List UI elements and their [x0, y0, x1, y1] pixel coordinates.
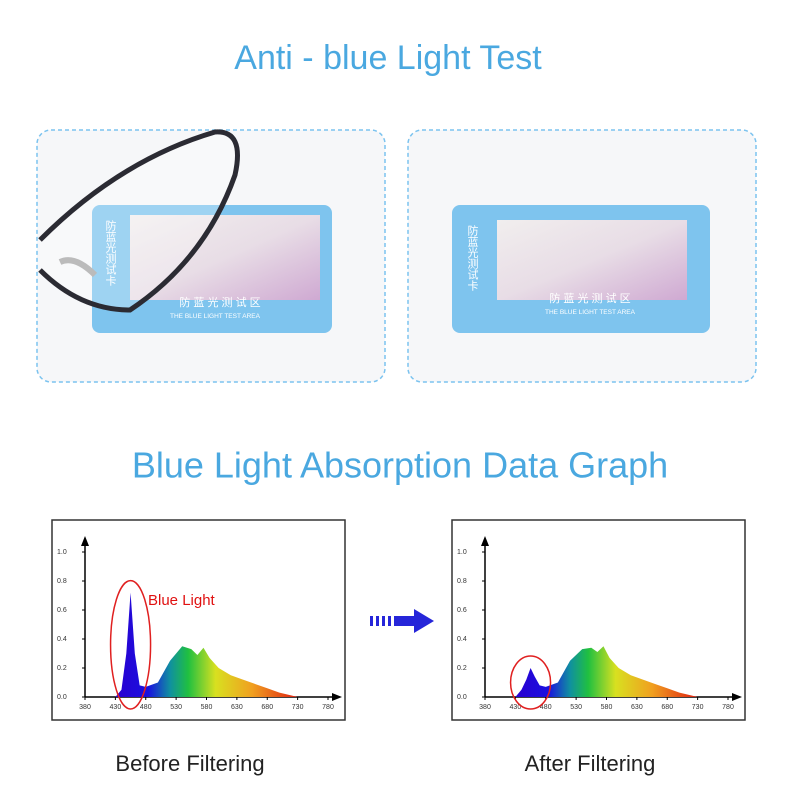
x-tick-label: 580	[201, 704, 213, 711]
y-tick-label: 0.0	[57, 694, 67, 701]
x-axis-arrow	[332, 693, 342, 701]
x-tick-label: 530	[570, 704, 582, 711]
x-tick-label: 780	[322, 704, 334, 711]
spectrum-area	[515, 646, 698, 697]
x-tick-label: 680	[261, 704, 273, 711]
x-tick-label: 430	[110, 704, 122, 711]
y-tick-label: 0.6	[57, 607, 67, 614]
y-tick-label: 0.2	[57, 665, 67, 672]
highlight-ellipse	[509, 655, 552, 710]
x-tick-label: 630	[631, 704, 643, 711]
x-tick-label: 780	[722, 704, 734, 711]
card-side-text: 防蓝光测试卡	[466, 224, 479, 291]
x-axis-arrow	[732, 693, 742, 701]
card-side-text: 防蓝光测试卡	[104, 219, 117, 286]
y-tick-label: 0.0	[457, 694, 467, 701]
y-axis-arrow	[481, 536, 489, 546]
card-english-text: THE BLUE LIGHT TEST AREA	[545, 309, 636, 316]
arrow	[370, 609, 434, 633]
x-tick-label: 380	[79, 704, 91, 711]
y-tick-label: 0.2	[457, 665, 467, 672]
card-area-text: 防 蓝 光 测 试 区	[549, 291, 630, 305]
x-tick-label: 480	[140, 704, 152, 711]
x-tick-label: 480	[540, 704, 552, 711]
chart: 0.0 0.2 0.4 0.6 0.8 1.0 380 430 480 530 580 630 680 7…	[51, 519, 346, 776]
page-title: Anti - blue Light Test	[234, 39, 542, 77]
highlight-ellipse	[109, 579, 152, 710]
x-tick-label: 380	[479, 704, 491, 711]
section-title: Blue Light Absorption Data Graph	[132, 445, 668, 486]
caption: After Filtering	[525, 751, 656, 776]
x-tick-label: 730	[292, 704, 304, 711]
photo-card: 防蓝光测试卡 防 蓝 光 测 试 区 THE BLUE LIGHT TEST A…	[407, 129, 757, 383]
y-tick-label: 0.4	[57, 636, 67, 643]
x-tick-label: 530	[170, 704, 182, 711]
y-tick-label: 0.4	[457, 636, 467, 643]
photo-with-glasses: 防蓝光测试卡 防 蓝 光 测 试 区 THE BLUE LIGHT TEST A…	[36, 129, 386, 383]
x-tick-label: 630	[231, 704, 243, 711]
y-tick-label: 0.6	[457, 607, 467, 614]
annotation: Blue Light	[148, 592, 216, 609]
y-tick-label: 0.8	[57, 578, 67, 585]
card-area-text: 防 蓝 光 测 试 区	[179, 295, 260, 309]
y-axis-arrow	[81, 536, 89, 546]
spectrum-area	[115, 592, 298, 697]
y-tick-label: 1.0	[457, 549, 467, 556]
x-tick-label: 580	[601, 704, 613, 711]
chart: 0.0 0.2 0.4 0.6 0.8 1.0 380 430 480 530 580 630 680 7…	[451, 519, 746, 776]
caption: Before Filtering	[115, 751, 264, 776]
x-tick-label: 730	[692, 704, 704, 711]
x-tick-label: 430	[510, 704, 522, 711]
card-english-text: THE BLUE LIGHT TEST AREA	[170, 313, 261, 320]
x-tick-label: 680	[661, 704, 673, 711]
y-tick-label: 1.0	[57, 549, 67, 556]
y-tick-label: 0.8	[457, 578, 467, 585]
